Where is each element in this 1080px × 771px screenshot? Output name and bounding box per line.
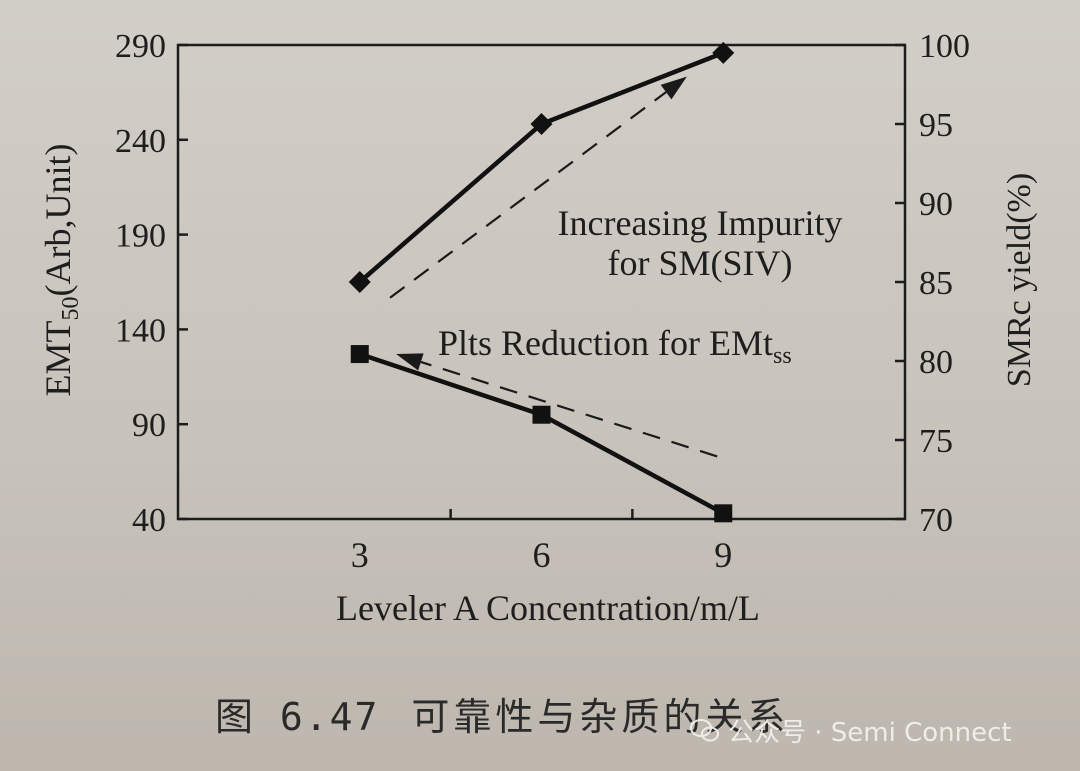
x-tick-label: 6 bbox=[533, 535, 551, 575]
left-tick-label: 240 bbox=[115, 123, 166, 160]
trend-arrows bbox=[389, 76, 718, 458]
left-tick-label: 40 bbox=[132, 502, 166, 539]
left-axis: 40 90 140 190 240 290 bbox=[115, 28, 188, 539]
series-1-point bbox=[530, 113, 553, 135]
figure-caption-text: 可靠性与杂质的关系 bbox=[411, 695, 790, 739]
left-axis-label-rest: (Arb,Unit) bbox=[38, 144, 78, 297]
x-axis-label: Leveler A Concentration/m/L bbox=[336, 588, 760, 628]
left-axis-label-sub: 50 bbox=[58, 296, 84, 320]
wechat-icon bbox=[690, 718, 719, 741]
series-2-point bbox=[532, 405, 551, 424]
series-2-point bbox=[350, 345, 369, 364]
left-tick-label: 90 bbox=[132, 407, 166, 444]
chart-svg: 40 90 140 190 240 290 70 75 80 85 90 95 100 3 6 9 Lev… bbox=[38, 28, 1038, 628]
right-tick-label: 100 bbox=[919, 28, 970, 65]
series-2-point bbox=[714, 504, 733, 523]
x-tick-label: 3 bbox=[351, 535, 369, 575]
left-axis-label: EMT50(Arb,Unit) bbox=[38, 144, 84, 397]
series-1-point bbox=[348, 271, 371, 293]
right-tick-label: 80 bbox=[919, 344, 953, 381]
annotation-plts-sub: ss bbox=[773, 343, 792, 369]
watermark-text: 公众号 · Semi Connect bbox=[728, 718, 1012, 748]
series-layer bbox=[348, 41, 735, 523]
trend-arrow-2-head bbox=[396, 353, 424, 371]
right-tick-label: 95 bbox=[919, 107, 953, 144]
right-tick-label: 90 bbox=[919, 186, 953, 223]
right-tick-label: 85 bbox=[919, 265, 953, 302]
left-axis-label-main: EMT bbox=[38, 320, 78, 396]
trend-arrow-1-head bbox=[660, 76, 687, 100]
trend-arrow-1-shaft bbox=[389, 91, 667, 299]
left-tick-label: 140 bbox=[115, 312, 166, 349]
series-2-line bbox=[359, 351, 725, 516]
x-axis: 3 6 9 bbox=[351, 509, 732, 575]
left-tick-label: 190 bbox=[115, 218, 166, 255]
right-axis-label: SMRc yield(%) bbox=[1001, 173, 1038, 387]
annotation-impurity-line2: for SM(SIV) bbox=[608, 243, 793, 283]
annotation-plts: Plts Reduction for EMtss bbox=[438, 323, 792, 369]
annotation-impurity-line1: Increasing Impurity bbox=[558, 203, 843, 243]
right-tick-label: 70 bbox=[919, 502, 953, 539]
trend-arrow-2-shaft bbox=[420, 360, 718, 458]
watermark: 公众号 · Semi Connect bbox=[690, 712, 1012, 749]
figure-number: 图 6.47 bbox=[215, 695, 380, 739]
right-tick-label: 75 bbox=[919, 423, 953, 460]
annotation-plts-main: Plts Reduction for EMt bbox=[438, 323, 773, 363]
series-1-point bbox=[712, 41, 735, 64]
x-tick-label: 9 bbox=[714, 535, 732, 575]
figure-caption: 图 6.47 可靠性与杂质的关系 bbox=[215, 686, 789, 741]
left-tick-label: 290 bbox=[115, 28, 166, 65]
right-axis: 70 75 80 85 90 95 100 bbox=[895, 28, 970, 539]
